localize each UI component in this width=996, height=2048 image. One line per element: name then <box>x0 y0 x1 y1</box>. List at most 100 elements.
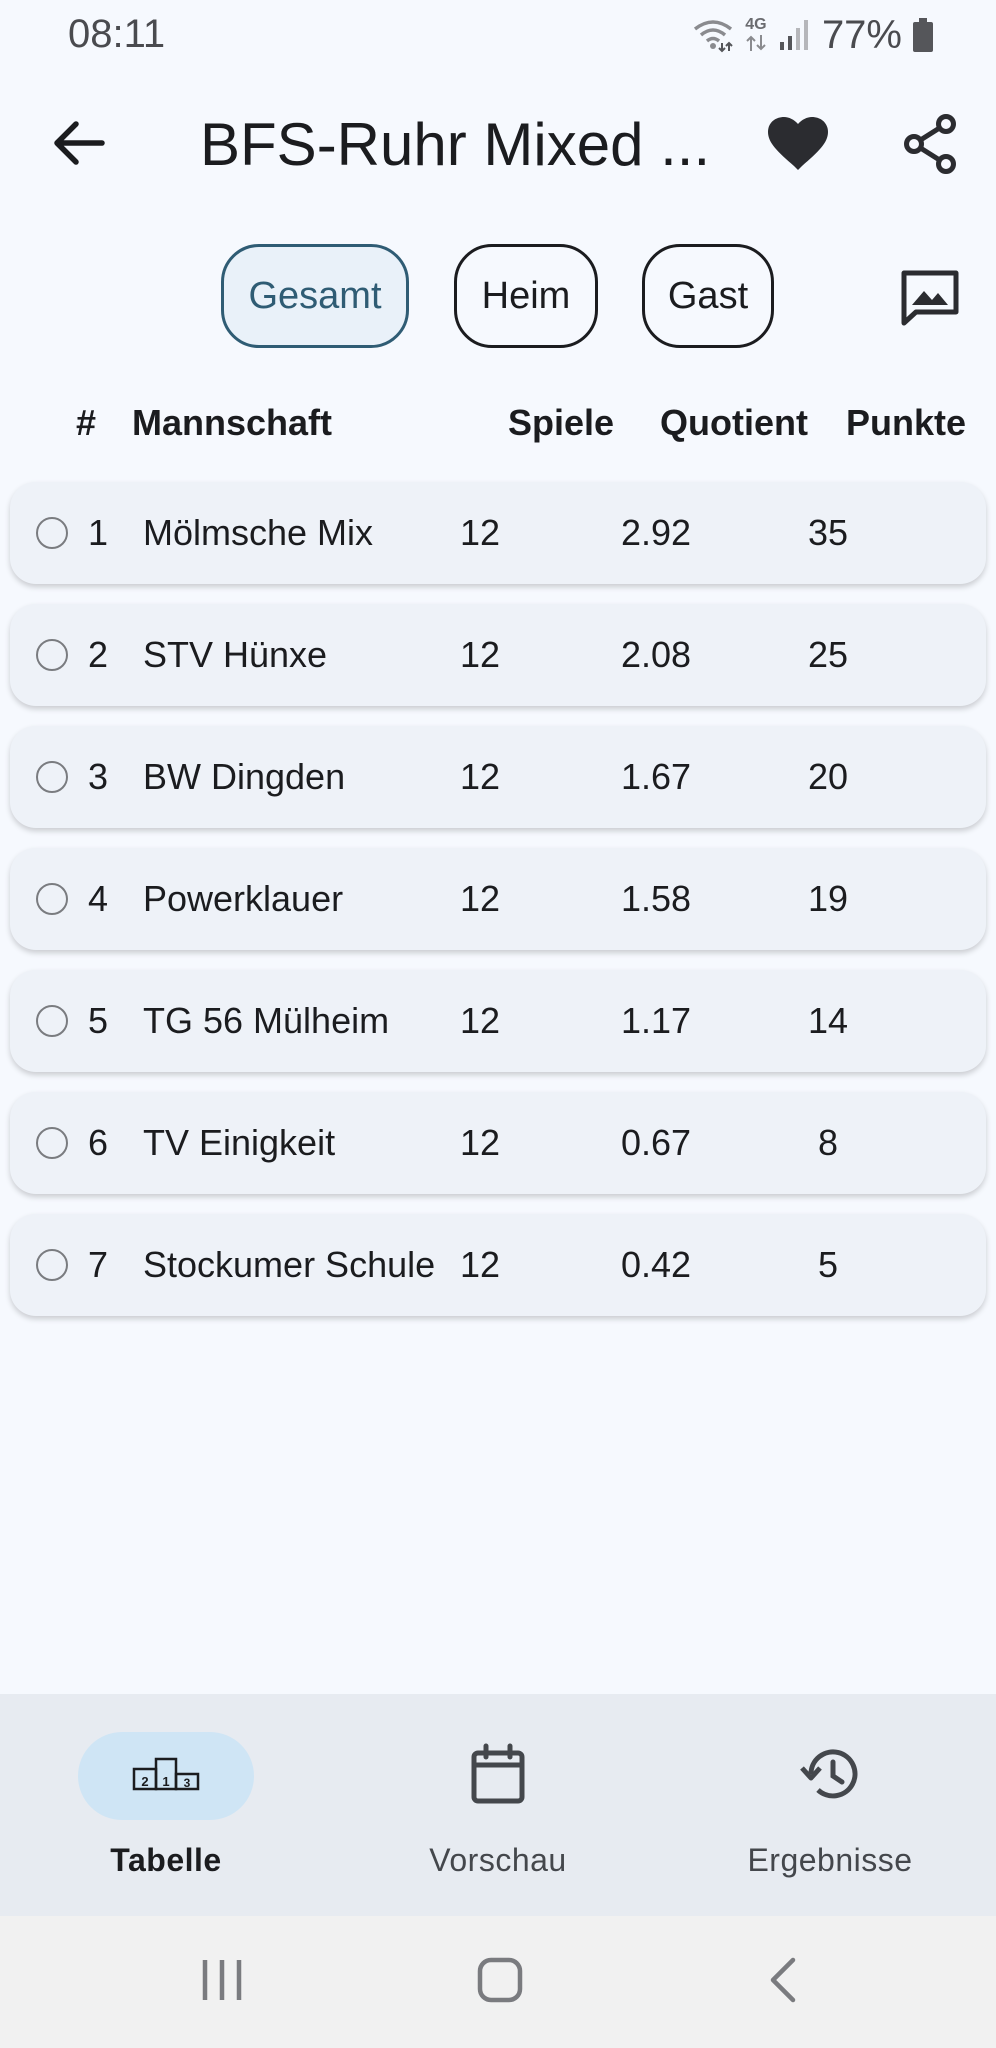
arrow-back-icon <box>52 120 106 171</box>
system-back-button[interactable] <box>750 1950 814 2014</box>
table-header: # Mannschaft Spiele Quotient Punkte <box>0 392 996 452</box>
podium-icon: 2 1 3 <box>131 1757 201 1796</box>
row-rank: 2 <box>88 634 109 675</box>
heart-icon <box>767 116 829 177</box>
nav-pill <box>410 1732 586 1820</box>
nav-pill <box>742 1732 918 1820</box>
nav-label-tabelle: Tabelle <box>110 1842 222 1878</box>
battery-icon <box>912 17 934 53</box>
header-team: Mannschaft <box>132 402 333 443</box>
nav-item-tabelle[interactable]: 2 1 3 Tabelle <box>36 1732 286 1892</box>
row-rank: 1 <box>88 512 109 553</box>
row-quotient: 1.58 <box>620 878 692 919</box>
table-row[interactable]: 3 BW Dingden 12 1.67 20 <box>10 726 986 828</box>
filter-chip-heim[interactable]: Heim <box>454 244 598 348</box>
row-radio[interactable] <box>36 639 68 671</box>
image-button[interactable] <box>892 262 968 338</box>
row-team: BW Dingden <box>143 756 346 797</box>
row-points: 8 <box>817 1122 839 1163</box>
nav-label-vorschau: Vorschau <box>429 1842 567 1878</box>
status-bar: 08:11 4G <box>0 0 996 70</box>
network-type-icon: 4G <box>744 17 768 53</box>
table-row[interactable]: 2 STV Hünxe 12 2.08 25 <box>10 604 986 706</box>
status-icons: 4G 77% <box>692 12 934 58</box>
row-games: 12 <box>459 1122 501 1163</box>
row-points: 19 <box>807 878 849 919</box>
row-rank: 7 <box>88 1244 109 1285</box>
recents-icon <box>199 1958 245 2007</box>
favorite-button[interactable] <box>760 108 836 184</box>
standings-table: 1 Mölmsche Mix 12 2.92 35 2 STV Hünxe 12… <box>10 482 986 1336</box>
table-row[interactable]: 7 Stockumer Schule 12 0.42 5 <box>10 1214 986 1316</box>
home-icon <box>476 1956 524 2009</box>
row-radio[interactable] <box>36 761 68 793</box>
row-radio[interactable] <box>36 517 68 549</box>
table-row[interactable]: 6 TV Einigkeit 12 0.67 8 <box>10 1092 986 1194</box>
header-rank: # <box>76 402 97 443</box>
row-team: TV Einigkeit <box>143 1122 336 1163</box>
row-games: 12 <box>459 1000 501 1041</box>
table-row[interactable]: 1 Mölmsche Mix 12 2.92 35 <box>10 482 986 584</box>
share-button[interactable] <box>892 108 968 184</box>
row-points: 25 <box>807 634 849 675</box>
row-points: 5 <box>817 1244 839 1285</box>
header-games: Spiele <box>508 402 615 443</box>
signal-icon <box>778 18 812 52</box>
row-points: 35 <box>807 512 849 553</box>
page-title: BFS-Ruhr Mixed ... <box>200 111 711 178</box>
row-quotient: 0.42 <box>620 1244 692 1285</box>
network-type-label: 4G <box>745 16 767 33</box>
svg-text:3: 3 <box>184 1776 191 1790</box>
nav-item-ergebnisse[interactable]: Ergebnisse <box>700 1732 950 1892</box>
row-quotient: 2.08 <box>620 634 692 675</box>
table-row[interactable]: 5 TG 56 Mülheim 12 1.17 14 <box>10 970 986 1072</box>
history-icon <box>799 1746 861 1807</box>
row-points: 14 <box>807 1000 849 1041</box>
row-team: Stockumer Schule <box>143 1244 436 1285</box>
row-radio[interactable] <box>36 1127 68 1159</box>
battery-percent: 77% <box>821 12 902 57</box>
row-quotient: 0.67 <box>620 1122 692 1163</box>
image-icon <box>900 270 960 331</box>
home-button[interactable] <box>468 1950 532 2014</box>
row-quotient: 1.67 <box>620 756 692 797</box>
filter-chip-gast[interactable]: Gast <box>642 244 774 348</box>
calendar-icon <box>470 1743 526 1810</box>
system-navigation-bar <box>0 1916 996 2048</box>
header-points: Punkte <box>846 402 967 443</box>
nav-active-indicator: 2 1 3 <box>78 1732 254 1820</box>
table-row[interactable]: 4 Powerklauer 12 1.58 19 <box>10 848 986 950</box>
svg-text:2: 2 <box>141 1774 148 1789</box>
row-rank: 5 <box>88 1000 109 1041</box>
row-games: 12 <box>459 512 501 553</box>
row-quotient: 1.17 <box>620 1000 692 1041</box>
bottom-navigation: 2 1 3 Tabelle Vorschau <box>0 1694 996 1916</box>
wifi-icon <box>692 17 734 53</box>
row-rank: 4 <box>88 878 109 919</box>
row-games: 12 <box>459 1244 501 1285</box>
row-team: Mölmsche Mix <box>143 512 374 553</box>
row-radio[interactable] <box>36 1249 68 1281</box>
row-games: 12 <box>459 634 501 675</box>
row-games: 12 <box>459 756 501 797</box>
recents-button[interactable] <box>190 1950 254 2014</box>
back-button[interactable] <box>44 110 114 180</box>
status-time: 08:11 <box>68 12 166 56</box>
chevron-left-icon <box>765 1956 799 2009</box>
row-rank: 6 <box>88 1122 109 1163</box>
row-games: 12 <box>459 878 501 919</box>
row-radio[interactable] <box>36 883 68 915</box>
nav-label-ergebnisse: Ergebnisse <box>747 1842 913 1878</box>
row-rank: 3 <box>88 756 109 797</box>
filter-chip-gesamt[interactable]: Gesamt <box>221 244 409 348</box>
app-bar: BFS-Ruhr Mixed ... <box>0 90 996 195</box>
share-icon <box>902 113 958 179</box>
row-quotient: 2.92 <box>620 512 692 553</box>
svg-text:1: 1 <box>162 1774 169 1789</box>
row-radio[interactable] <box>36 1005 68 1037</box>
row-team: TG 56 Mülheim <box>143 1000 390 1041</box>
row-points: 20 <box>807 756 849 797</box>
header-quotient: Quotient <box>660 402 808 443</box>
row-team: Powerklauer <box>143 878 344 919</box>
nav-item-vorschau[interactable]: Vorschau <box>368 1732 618 1892</box>
